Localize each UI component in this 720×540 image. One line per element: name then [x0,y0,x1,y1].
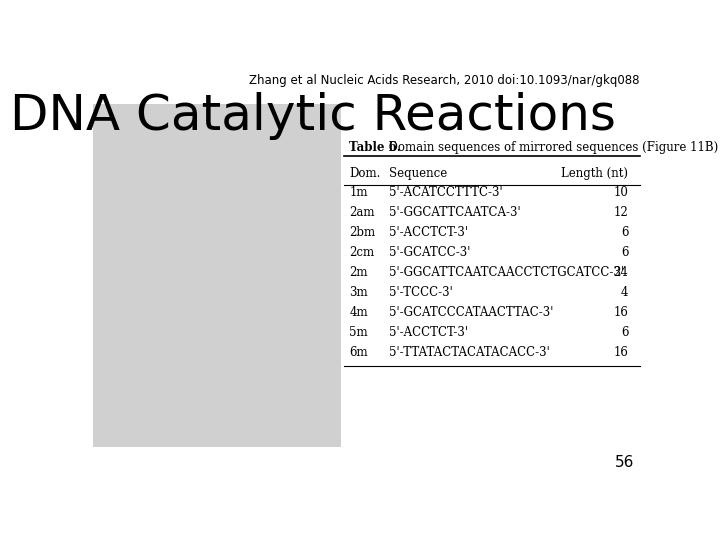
Text: 5'-GGCATTCAATCA-3': 5'-GGCATTCAATCA-3' [389,206,520,219]
Text: 2bm: 2bm [349,226,376,239]
Text: 4: 4 [621,286,629,299]
Text: Sequence: Sequence [389,167,447,180]
Text: Dom.: Dom. [349,167,381,180]
Text: 6: 6 [621,326,629,339]
Text: 5'-ACCTCT-3': 5'-ACCTCT-3' [389,226,467,239]
Text: 3m: 3m [349,286,368,299]
Text: 56: 56 [615,455,634,470]
Text: 5'-GCATCCCATAACTTAC-3': 5'-GCATCCCATAACTTAC-3' [389,306,553,319]
Text: 2m: 2m [349,266,368,279]
Text: 4m: 4m [349,306,368,319]
Text: Table 6.: Table 6. [349,141,401,154]
Text: 5'-GCATCC-3': 5'-GCATCC-3' [389,246,470,259]
Text: 5'-TCCC-3': 5'-TCCC-3' [389,286,452,299]
Text: Domain sequences of mirrored sequences (Figure 11B): Domain sequences of mirrored sequences (… [381,141,718,154]
Text: Length (nt): Length (nt) [562,167,629,180]
Text: 5m: 5m [349,326,368,339]
Text: 6: 6 [621,246,629,259]
Text: 5'-ACATCCTTTC-3': 5'-ACATCCTTTC-3' [389,186,502,199]
Text: DNA Catalytic Reactions: DNA Catalytic Reactions [10,92,616,140]
Text: 5'-GGCATTCAATCAACCTCTGCATCC-3': 5'-GGCATTCAATCAACCTCTGCATCC-3' [389,266,624,279]
Text: 6m: 6m [349,346,368,359]
Text: 5'-ACCTCT-3': 5'-ACCTCT-3' [389,326,467,339]
Text: 2am: 2am [349,206,375,219]
Text: 12: 12 [613,206,629,219]
Text: 5'-TTATACTACATACACC-3': 5'-TTATACTACATACACC-3' [389,346,549,359]
Text: Zhang et al Nucleic Acids Research, 2010 doi:10.1093/nar/gkq088: Zhang et al Nucleic Acids Research, 2010… [249,74,639,87]
Text: 16: 16 [613,346,629,359]
Text: 10: 10 [613,186,629,199]
Text: 2cm: 2cm [349,246,374,259]
FancyBboxPatch shape [93,104,341,447]
Text: 16: 16 [613,306,629,319]
Text: 24: 24 [613,266,629,279]
Text: 6: 6 [621,226,629,239]
Text: 1m: 1m [349,186,368,199]
